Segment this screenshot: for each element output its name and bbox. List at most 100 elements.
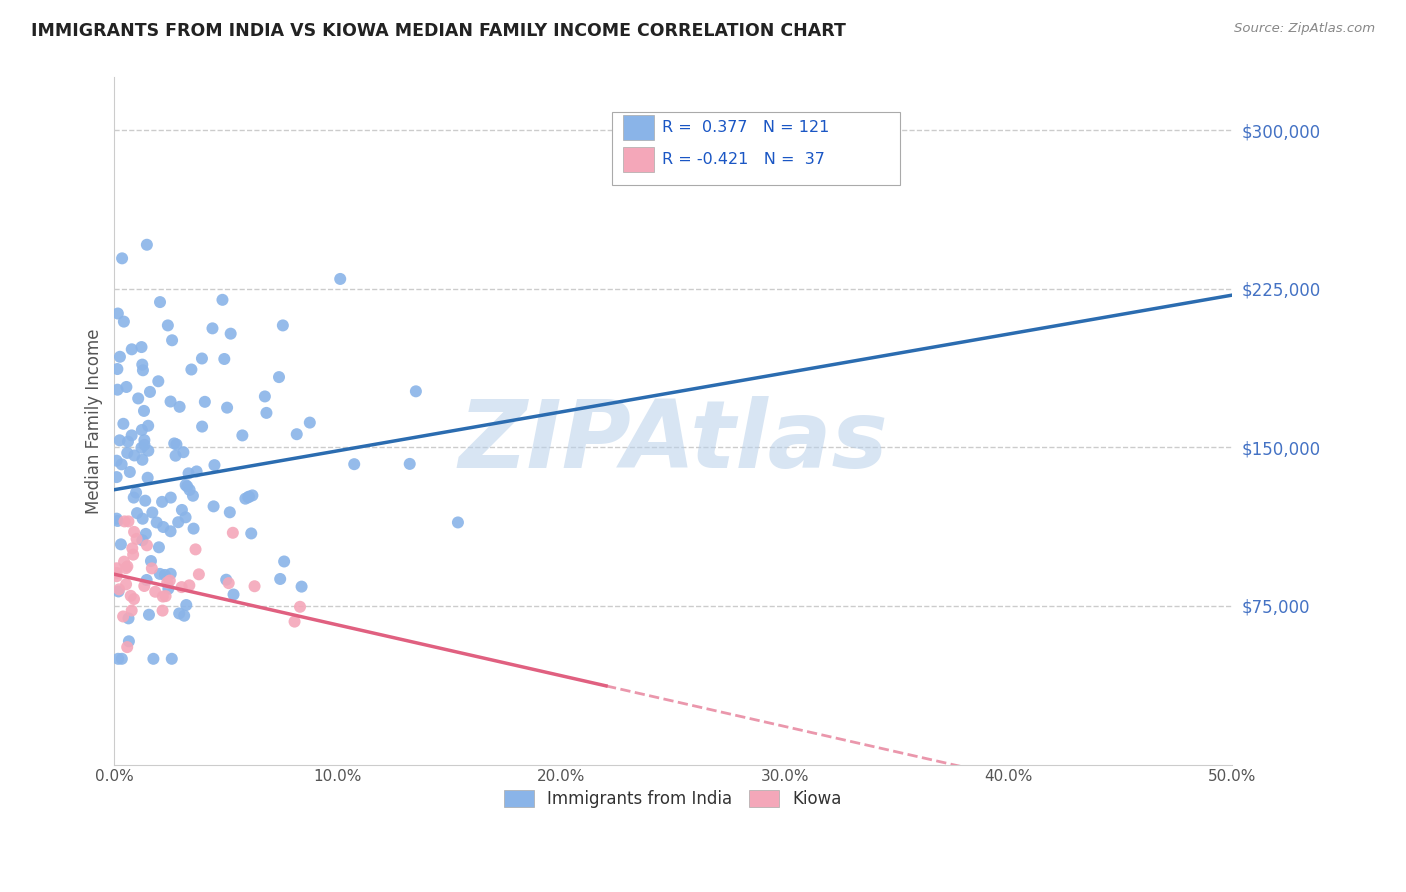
Point [111, 458, 134, 472]
Point [148, 541, 170, 555]
Point [125, 506, 148, 520]
Point [134, 438, 156, 452]
Point [117, 434, 139, 449]
Point [160, 333, 183, 347]
Point [183, 522, 205, 536]
Point [238, 490, 260, 504]
Point [201, 321, 224, 335]
Point [135, 573, 157, 587]
Point [152, 590, 174, 604]
Point [240, 526, 263, 541]
Point [173, 608, 195, 623]
Point [172, 445, 194, 459]
Point [138, 607, 160, 622]
Point [107, 584, 129, 599]
Point [125, 532, 148, 546]
Point [117, 611, 139, 625]
Point [122, 491, 145, 505]
Point [159, 566, 181, 581]
Point [145, 516, 167, 530]
Point [214, 351, 236, 366]
Point [110, 537, 132, 551]
Point [143, 584, 166, 599]
Point [136, 418, 159, 433]
Point [177, 467, 200, 481]
Point [159, 491, 181, 505]
Point [167, 515, 190, 529]
Point [131, 452, 153, 467]
Point [283, 615, 305, 629]
Point [118, 465, 141, 479]
Point [160, 652, 183, 666]
Point [112, 315, 135, 329]
Point [329, 272, 352, 286]
Point [112, 555, 135, 569]
Point [405, 384, 427, 399]
Point [108, 350, 131, 364]
Point [343, 457, 366, 471]
Point [167, 607, 190, 621]
Point [131, 441, 153, 455]
Point [107, 514, 129, 528]
Point [170, 503, 193, 517]
Point [174, 598, 197, 612]
Point [179, 483, 201, 497]
Point [107, 306, 129, 320]
Point [222, 525, 245, 540]
Point [115, 640, 138, 654]
Point [165, 449, 187, 463]
Point [184, 542, 207, 557]
Point [141, 561, 163, 575]
Text: R = -0.421   N =  37: R = -0.421 N = 37 [662, 153, 825, 167]
Point [122, 591, 145, 606]
Point [243, 579, 266, 593]
Point [117, 559, 139, 574]
Point [136, 538, 159, 552]
Point [174, 510, 197, 524]
Point [111, 252, 134, 266]
Point [150, 495, 173, 509]
Point [131, 358, 153, 372]
Point [156, 575, 179, 590]
Point [215, 573, 238, 587]
Legend: Immigrants from India, Kiowa: Immigrants from India, Kiowa [498, 783, 849, 814]
Point [217, 401, 239, 415]
Point [142, 652, 165, 666]
Point [105, 561, 128, 575]
Point [105, 566, 128, 580]
Point [211, 293, 233, 307]
Point [149, 295, 172, 310]
Point [136, 471, 159, 485]
Point [122, 548, 145, 562]
Point [122, 524, 145, 539]
Point [149, 566, 172, 581]
Point [163, 436, 186, 450]
Point [179, 578, 201, 592]
Point [121, 541, 143, 556]
Point [111, 652, 134, 666]
Point [242, 488, 264, 502]
Point [107, 652, 129, 666]
Point [191, 419, 214, 434]
Point [288, 599, 311, 614]
Point [139, 554, 162, 568]
Point [117, 515, 139, 529]
Point [298, 416, 321, 430]
Point [152, 604, 174, 618]
Point [170, 580, 193, 594]
Point [235, 491, 257, 506]
Point [105, 569, 128, 583]
Point [105, 470, 128, 484]
Text: Source: ZipAtlas.com: Source: ZipAtlas.com [1234, 22, 1375, 36]
Point [271, 318, 294, 333]
Point [115, 380, 138, 394]
Point [136, 443, 159, 458]
Point [174, 478, 197, 492]
Point [273, 554, 295, 568]
Point [159, 574, 181, 588]
Point [134, 493, 156, 508]
Point [218, 505, 240, 519]
Point [105, 362, 128, 376]
Point [115, 577, 138, 591]
Point [152, 520, 174, 534]
